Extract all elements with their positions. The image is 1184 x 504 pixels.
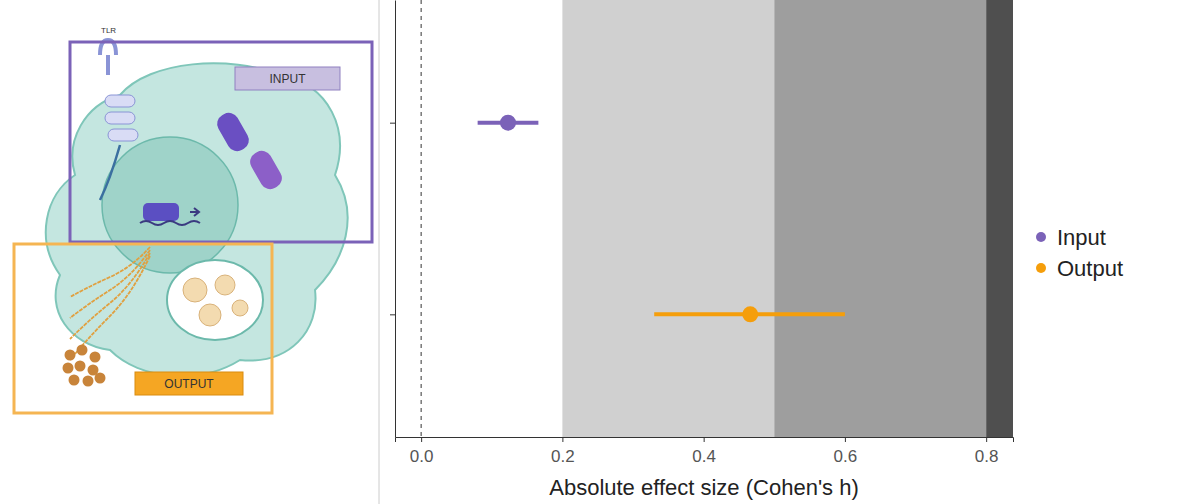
input-box	[70, 42, 372, 242]
y-axis	[390, 1, 396, 438]
x-tick: 0.2	[551, 437, 575, 466]
separator	[379, 0, 380, 504]
signal-protein	[105, 95, 135, 107]
legend: Input Output	[1036, 225, 1123, 281]
secreted-particle	[95, 373, 106, 384]
receptor	[100, 40, 116, 75]
effect-band	[986, 0, 1013, 437]
secreted-particle	[90, 352, 101, 363]
effect-band	[774, 0, 986, 437]
x-axis-line	[396, 438, 1014, 443]
secreted-particle	[63, 363, 74, 374]
dna-arrow	[190, 208, 199, 216]
secreted-strand	[70, 250, 150, 318]
output-box	[14, 244, 272, 413]
input-label-box	[235, 67, 340, 90]
legend-label: Input	[1057, 225, 1106, 250]
illustration: TLR INPUT OUTPUT	[14, 26, 372, 413]
dna	[140, 221, 200, 225]
molecule	[246, 147, 285, 193]
x-axis-title: Absolute effect size (Cohen's h)	[549, 475, 859, 500]
vesicle-content	[183, 278, 207, 302]
y-tick	[390, 123, 395, 124]
transcription-factor	[143, 203, 179, 221]
secreted-strand	[70, 253, 150, 339]
y-tick	[390, 314, 395, 315]
x-tick: 0.4	[692, 437, 716, 466]
x-tick-mark	[562, 437, 563, 442]
x-axis: 0.0 0.2 0.4 0.6 0.8	[396, 437, 1014, 466]
x-tick-mark	[845, 437, 846, 442]
secreted-particle	[75, 361, 86, 372]
secreted-particle	[69, 375, 80, 386]
cell	[46, 63, 348, 376]
x-tick: 0.8	[975, 437, 999, 466]
secreted-strand	[70, 256, 150, 360]
output-label-box	[135, 372, 243, 395]
reference-line	[421, 0, 422, 437]
legend-label: Output	[1057, 256, 1123, 281]
vesicle	[167, 260, 263, 340]
y-axis-line	[395, 1, 396, 438]
plot-area	[421, 0, 1013, 437]
x-tick-label: 0.2	[551, 447, 575, 466]
molecule	[213, 109, 252, 155]
vesicle-content	[232, 300, 248, 316]
x-tick: 0.6	[834, 437, 858, 466]
y-tick-mark	[390, 314, 395, 315]
x-tick-mark	[421, 437, 422, 442]
x-tick-label: 0.8	[975, 447, 999, 466]
signal-arrow	[100, 145, 120, 200]
signal-protein	[108, 129, 138, 141]
vesicle-content	[199, 304, 221, 326]
point	[500, 115, 516, 131]
y-tick-mark	[390, 123, 395, 124]
canvas: TLR INPUT OUTPUT 0.0 0.2 0.4 0.6 0.8 Absolute ef…	[0, 0, 1184, 504]
nucleus	[102, 137, 238, 273]
input-label: INPUT	[270, 72, 307, 86]
x-tick-label: 0.4	[692, 447, 716, 466]
x-tick-mark	[986, 437, 987, 442]
x-tick-label: 0.6	[834, 447, 858, 466]
receptor-label: TLR	[101, 26, 116, 35]
vesicle-content	[215, 275, 235, 295]
signal-protein	[105, 112, 135, 124]
point	[742, 306, 758, 322]
legend-marker	[1036, 232, 1046, 242]
x-tick-label: 0.0	[410, 447, 434, 466]
secreted-particle	[83, 376, 94, 387]
x-tick: 0.0	[410, 437, 434, 466]
x-tick-mark	[704, 437, 705, 442]
secreted-particle	[65, 350, 76, 361]
secreted-particle	[77, 345, 88, 356]
output-label: OUTPUT	[164, 377, 214, 391]
legend-marker	[1036, 263, 1046, 273]
effect-band	[562, 0, 774, 437]
